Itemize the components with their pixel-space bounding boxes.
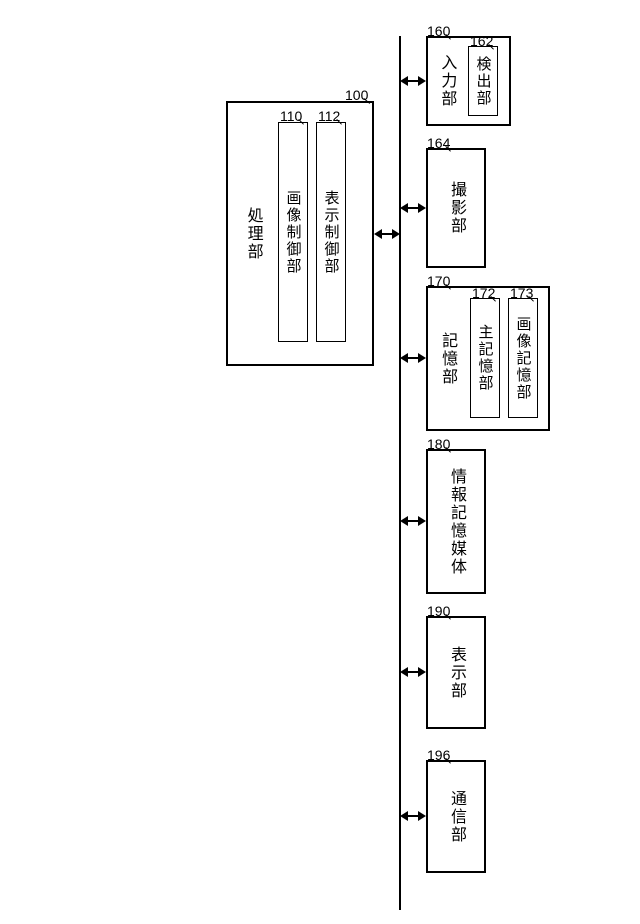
arrow-head-left-icon	[374, 229, 382, 239]
block-190-display: 表示部	[426, 616, 486, 729]
arrow-head-right-icon	[392, 229, 400, 239]
arrow-head-left-icon	[400, 76, 408, 86]
arrow-head-right-icon	[418, 203, 426, 213]
diagram-stage: 処理部 100 画像制御部 110 表示制御部 112 入力部 160 検出部 …	[0, 0, 640, 924]
block-180-storage-medium: 情報記憶媒体	[426, 449, 486, 594]
block-112-label: 表示制御部	[324, 190, 339, 275]
arrow-shaft	[408, 815, 418, 817]
arrow-shaft	[408, 207, 418, 209]
block-162-detect: 検出部	[468, 46, 498, 116]
block-112-display-control: 表示制御部	[316, 122, 346, 342]
arrow-shaft	[382, 233, 392, 235]
arrow-head-right-icon	[418, 76, 426, 86]
block-172-label: 主記憶部	[478, 324, 493, 392]
arrow-head-left-icon	[400, 811, 408, 821]
arrow-head-right-icon	[418, 811, 426, 821]
block-164-camera: 撮影部	[426, 148, 486, 268]
arrow-head-left-icon	[400, 203, 408, 213]
arrow-head-right-icon	[418, 353, 426, 363]
arrow-shaft	[408, 357, 418, 359]
arrow-head-right-icon	[418, 516, 426, 526]
block-196-label: 通信部	[448, 790, 464, 844]
arrow-head-right-icon	[418, 667, 426, 677]
arrow-head-left-icon	[400, 667, 408, 677]
block-196-comm: 通信部	[426, 760, 486, 873]
block-162-label: 検出部	[476, 56, 491, 107]
arrow-shaft	[408, 671, 418, 673]
block-110-image-control: 画像制御部	[278, 122, 308, 342]
arrow-164-bus	[400, 203, 426, 213]
arrow-shaft	[408, 80, 418, 82]
block-173-image-memory: 画像記憶部	[508, 298, 538, 418]
arrow-180-bus	[400, 516, 426, 526]
arrow-196-bus	[400, 811, 426, 821]
block-172-main-memory: 主記憶部	[470, 298, 500, 418]
block-110-label: 画像制御部	[286, 190, 301, 275]
block-173-label: 画像記憶部	[516, 316, 531, 401]
block-190-label: 表示部	[448, 646, 464, 700]
arrow-head-left-icon	[400, 516, 408, 526]
arrow-head-left-icon	[400, 353, 408, 363]
arrow-190-bus	[400, 667, 426, 677]
block-100-label: 処理部	[245, 207, 261, 261]
block-170-label: 記憶部	[439, 332, 455, 386]
bus-line	[399, 36, 401, 910]
arrow-170-bus	[400, 353, 426, 363]
arrow-160-bus	[400, 76, 426, 86]
arrow-shaft	[408, 520, 418, 522]
arrow-100-bus	[374, 229, 400, 239]
block-160-label: 入力部	[438, 54, 454, 108]
block-164-label: 撮影部	[448, 181, 464, 235]
block-180-label: 情報記憶媒体	[448, 468, 464, 576]
